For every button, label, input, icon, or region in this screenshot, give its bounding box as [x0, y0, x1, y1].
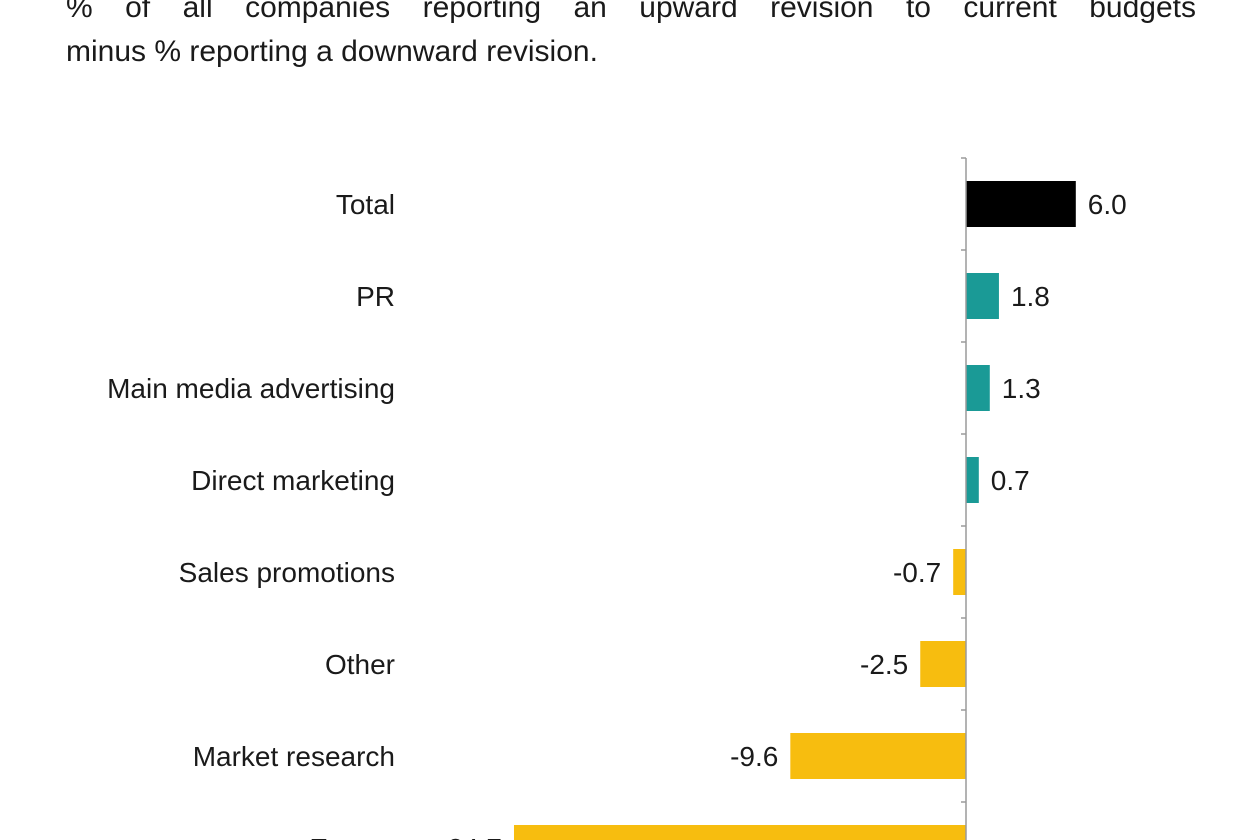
category-label-other: Other	[325, 649, 395, 680]
value-label-events: -24.7	[438, 833, 502, 840]
category-label-total: Total	[336, 189, 395, 220]
category-label-market-research: Market research	[193, 741, 395, 772]
chart-subtitle: % of all companies reporting an upward r…	[66, 0, 1196, 74]
value-label-total: 6.0	[1088, 189, 1127, 220]
category-label-pr: PR	[356, 281, 395, 312]
value-label-sales-promotions: -0.7	[893, 557, 941, 588]
category-label-main-media-advertising: Main media advertising	[107, 373, 395, 404]
value-label-main-media-advertising: 1.3	[1002, 373, 1041, 404]
subtitle-line-1: % of all companies reporting an upward r…	[66, 0, 1196, 24]
bar-main-media-advertising	[966, 365, 990, 411]
bar-sales-promotions	[953, 549, 966, 595]
axis-layer	[961, 157, 967, 840]
value-label-other: -2.5	[860, 649, 908, 680]
category-label-direct-marketing: Direct marketing	[191, 465, 395, 496]
bars-layer	[513, 181, 1076, 840]
category-label-events: Events	[309, 833, 395, 840]
bar-market-research	[790, 733, 966, 779]
bar-events	[513, 825, 966, 840]
labels-layer: Total 6.0 PR 1.8 Main media advertising 1.3 Di…	[107, 189, 1127, 840]
category-label-sales-promotions: Sales promotions	[179, 557, 395, 588]
value-label-market-research: -9.6	[730, 741, 778, 772]
bar-other	[920, 641, 966, 687]
value-label-direct-marketing: 0.7	[991, 465, 1030, 496]
bar-total	[966, 181, 1076, 227]
bar-direct-marketing	[966, 457, 979, 503]
subtitle-line-2: minus % reporting a downward revision.	[66, 35, 598, 68]
bar-pr	[966, 273, 999, 319]
value-label-pr: 1.8	[1011, 281, 1050, 312]
